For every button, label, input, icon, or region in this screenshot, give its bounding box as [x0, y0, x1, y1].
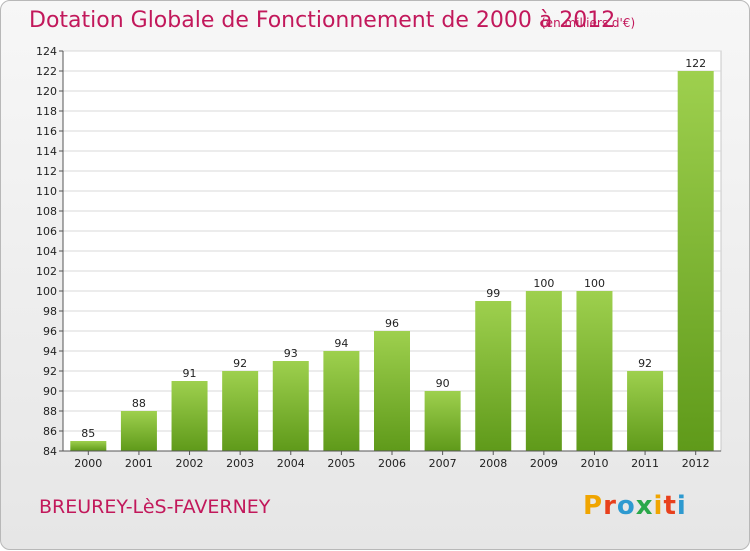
- y-tick-label: 104: [36, 245, 57, 258]
- bar-2002: [171, 381, 208, 451]
- logo-letter: o: [616, 491, 636, 521]
- bar-2006: [374, 331, 410, 451]
- y-tick-label: 98: [43, 305, 57, 318]
- x-tick-label-2001: 2001: [125, 457, 153, 470]
- y-tick-label: 96: [43, 325, 57, 338]
- logo-letter: i: [676, 491, 687, 521]
- bar-2000: [70, 441, 107, 451]
- x-tick-label-2010: 2010: [580, 457, 608, 470]
- y-tick-label: 108: [36, 205, 57, 218]
- data-label-2002: 91: [183, 367, 197, 380]
- chart-title: Dotation Globale de Fonctionnement de 20…: [29, 8, 616, 33]
- y-tick-label: 118: [36, 105, 57, 118]
- data-label-2003: 92: [233, 357, 247, 370]
- commune-name: BREUREY-LèS-FAVERNEY: [39, 496, 271, 518]
- y-tick-label: 114: [36, 145, 57, 158]
- x-tick-label-2012: 2012: [682, 457, 710, 470]
- y-tick-label: 86: [43, 425, 57, 438]
- x-tick-label-2002: 2002: [176, 457, 204, 470]
- data-label-2004: 93: [284, 347, 298, 360]
- chart-subtitle: (en milliers d'€): [541, 16, 636, 30]
- data-label-2008: 99: [486, 287, 500, 300]
- data-label-2007: 90: [436, 377, 450, 390]
- y-tick-label: 92: [43, 365, 57, 378]
- bar-2009: [525, 291, 562, 451]
- data-label-2005: 94: [334, 337, 348, 350]
- logo-letter: x: [635, 491, 654, 521]
- x-tick-label-2008: 2008: [479, 457, 507, 470]
- x-tick-label-2000: 2000: [74, 457, 102, 470]
- x-tick-label-2009: 2009: [530, 457, 558, 470]
- bar-2008: [475, 301, 512, 451]
- data-label-2001: 88: [132, 397, 146, 410]
- bar-2003: [222, 371, 259, 451]
- data-label-2006: 96: [385, 317, 399, 330]
- data-label-2012: 122: [685, 57, 706, 70]
- bar-2004: [272, 361, 309, 451]
- y-tick-label: 122: [36, 65, 57, 78]
- proxiti-logo: Proxiti: [583, 491, 687, 521]
- x-tick-label-2011: 2011: [631, 457, 659, 470]
- y-tick-label: 106: [36, 225, 57, 238]
- data-label-2009: 100: [533, 277, 554, 290]
- x-tick-label-2004: 2004: [277, 457, 305, 470]
- y-tick-label: 120: [36, 85, 57, 98]
- y-tick-label: 84: [43, 445, 57, 458]
- data-label-2011: 92: [638, 357, 652, 370]
- logo-letter: t: [663, 491, 677, 521]
- logo-letter: r: [603, 491, 617, 521]
- y-tick-label: 124: [36, 45, 57, 58]
- bar-2011: [627, 371, 664, 451]
- x-tick-label-2005: 2005: [327, 457, 355, 470]
- y-tick-label: 102: [36, 265, 57, 278]
- data-label-2000: 85: [81, 427, 95, 440]
- logo-letter: i: [653, 491, 664, 521]
- x-tick-label-2003: 2003: [226, 457, 254, 470]
- y-tick-label: 88: [43, 405, 57, 418]
- y-tick-label: 100: [36, 285, 57, 298]
- y-tick-label: 110: [36, 185, 57, 198]
- data-label-2010: 100: [584, 277, 605, 290]
- x-tick-label-2006: 2006: [378, 457, 406, 470]
- y-tick-label: 94: [43, 345, 57, 358]
- y-tick-label: 116: [36, 125, 57, 138]
- bar-2005: [323, 351, 360, 451]
- bar-2001: [120, 411, 157, 451]
- y-tick-label: 90: [43, 385, 57, 398]
- logo-letter: P: [583, 491, 604, 521]
- bar-2007: [424, 391, 461, 451]
- x-tick-label-2007: 2007: [429, 457, 457, 470]
- y-tick-label: 112: [36, 165, 57, 178]
- bar-2010: [576, 291, 613, 451]
- bar-2012: [677, 71, 714, 451]
